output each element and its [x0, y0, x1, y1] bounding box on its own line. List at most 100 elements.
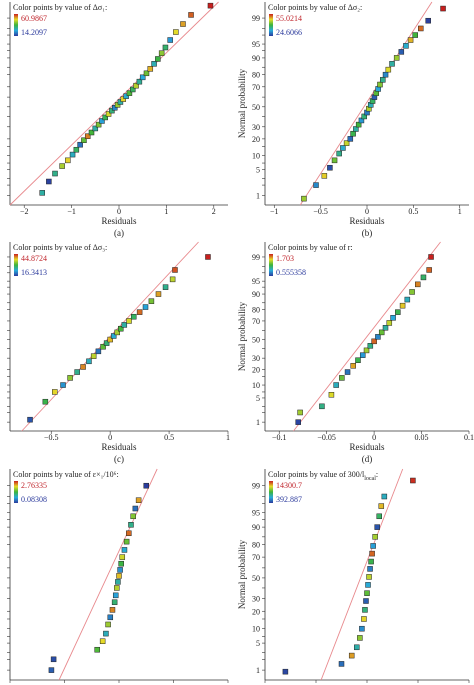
data-point [120, 96, 127, 102]
x-tick-label: −2 [20, 207, 29, 216]
data-point [60, 382, 66, 388]
data-point [328, 392, 335, 398]
x-tick-label: 1 [458, 207, 462, 216]
data-point [369, 550, 375, 557]
panel-caption: (a) [114, 228, 124, 238]
data-point [205, 254, 211, 260]
legend-max-label: 55.0214 [276, 14, 302, 23]
data-point [301, 195, 307, 202]
y-tick-label: 5 [256, 639, 260, 648]
data-point [80, 364, 86, 370]
data-point [295, 419, 301, 425]
chart-svg-c: −0.5 0 0.5 1 Residuals (c) Color points by val… [7, 241, 230, 464]
legend-gradient-bar [269, 14, 273, 36]
data-point [114, 102, 121, 108]
y-tick-label: 50 [252, 336, 260, 345]
y-tick-label: 80 [252, 71, 260, 80]
data-point [84, 133, 91, 139]
reference-line [293, 241, 441, 432]
y-tick-label: 70 [252, 317, 260, 326]
data-point [69, 151, 76, 158]
data-point [338, 661, 345, 667]
data-point [92, 125, 99, 132]
data-point [135, 497, 142, 503]
y-axis-title: Normal probability [237, 539, 247, 609]
y-tick-label: 1 [256, 191, 260, 200]
color-legend: Color points by value of r: 1.703 0.555358 [268, 243, 353, 277]
data-point [404, 296, 411, 303]
legend-gradient-bar [14, 14, 18, 36]
data-point [128, 522, 134, 528]
data-point [86, 358, 92, 365]
color-legend: Color points by value of Δσ₂: 55.0214 24.6… [268, 3, 362, 37]
data-point [52, 170, 58, 177]
x-axis-title: Residuals [350, 442, 385, 452]
data-point [52, 389, 58, 395]
x-axis-title: Residuals [102, 216, 137, 226]
data-point [367, 343, 374, 349]
legend-min-label: 0.08308 [21, 495, 47, 504]
data-point [370, 543, 376, 549]
data-point [399, 302, 406, 309]
data-point [94, 646, 100, 653]
y-tick-label: 99 [252, 14, 260, 23]
data-point [377, 81, 383, 88]
legend-title: Color points by value of Δσ₁: [13, 3, 107, 12]
y-tick-label: 30 [252, 354, 260, 363]
data-point [425, 17, 431, 24]
data-point [155, 291, 162, 297]
y-tick-label: 95 [252, 509, 260, 518]
data-point [440, 5, 446, 12]
data-point [118, 560, 124, 567]
data-point [74, 369, 80, 375]
data-point [46, 178, 52, 185]
data-point [382, 71, 389, 78]
data-point [390, 315, 396, 321]
data-point [180, 21, 186, 27]
legend-title: Color points by value of Δσ₂: [268, 3, 362, 12]
data-point [348, 652, 355, 659]
data-point [359, 352, 366, 358]
data-point [350, 130, 356, 137]
data-point [169, 276, 176, 283]
color-legend: Color points by value of Δσ₁: 60.9867 14.2… [13, 3, 107, 37]
data-point [371, 338, 377, 345]
data-point [48, 667, 55, 673]
data-point [126, 530, 132, 537]
data-point [99, 118, 105, 124]
data-point [117, 567, 123, 573]
legend-gradient-bar [14, 481, 18, 503]
data-point [136, 309, 143, 315]
data-point [398, 49, 405, 55]
y-tick-label: 30 [252, 123, 260, 132]
data-point [139, 74, 146, 81]
color-legend: Color points by value of 300/llocal:1430… [268, 470, 378, 504]
color-legend: Color points by value of ε×₁/10⁶: 2.76335… [13, 470, 119, 504]
data-point [77, 141, 83, 148]
legend-max-label: 1.703 [276, 254, 294, 263]
panel-caption: (d) [362, 454, 373, 464]
reference-line [21, 241, 199, 432]
data-point [109, 107, 115, 114]
x-tick-label: 0.1 [464, 433, 474, 442]
data-point [73, 146, 80, 153]
data-point [409, 289, 415, 295]
y-tick-label: 10 [252, 152, 260, 161]
legend-title-subscript: local [364, 476, 376, 482]
x-tick-label: −0.5 [313, 207, 328, 216]
data-point [100, 343, 106, 350]
data-point [418, 25, 424, 32]
data-point [355, 121, 362, 128]
legend-min-label: 24.6066 [276, 28, 302, 37]
data-point [114, 329, 120, 336]
chart-svg-f: 99 95 90 80 70 50 30 20 10 5 1 Normal probability Co… [237, 468, 470, 683]
data-point [282, 668, 289, 675]
data-point [343, 140, 350, 146]
y-tick-label: 70 [252, 553, 260, 562]
y-tick-label: 5 [256, 166, 260, 175]
data-point [359, 625, 365, 632]
y-tick-label: 1 [256, 418, 260, 427]
data-point [132, 505, 139, 512]
y-tick-label: 50 [252, 574, 260, 583]
data-point [339, 375, 345, 381]
